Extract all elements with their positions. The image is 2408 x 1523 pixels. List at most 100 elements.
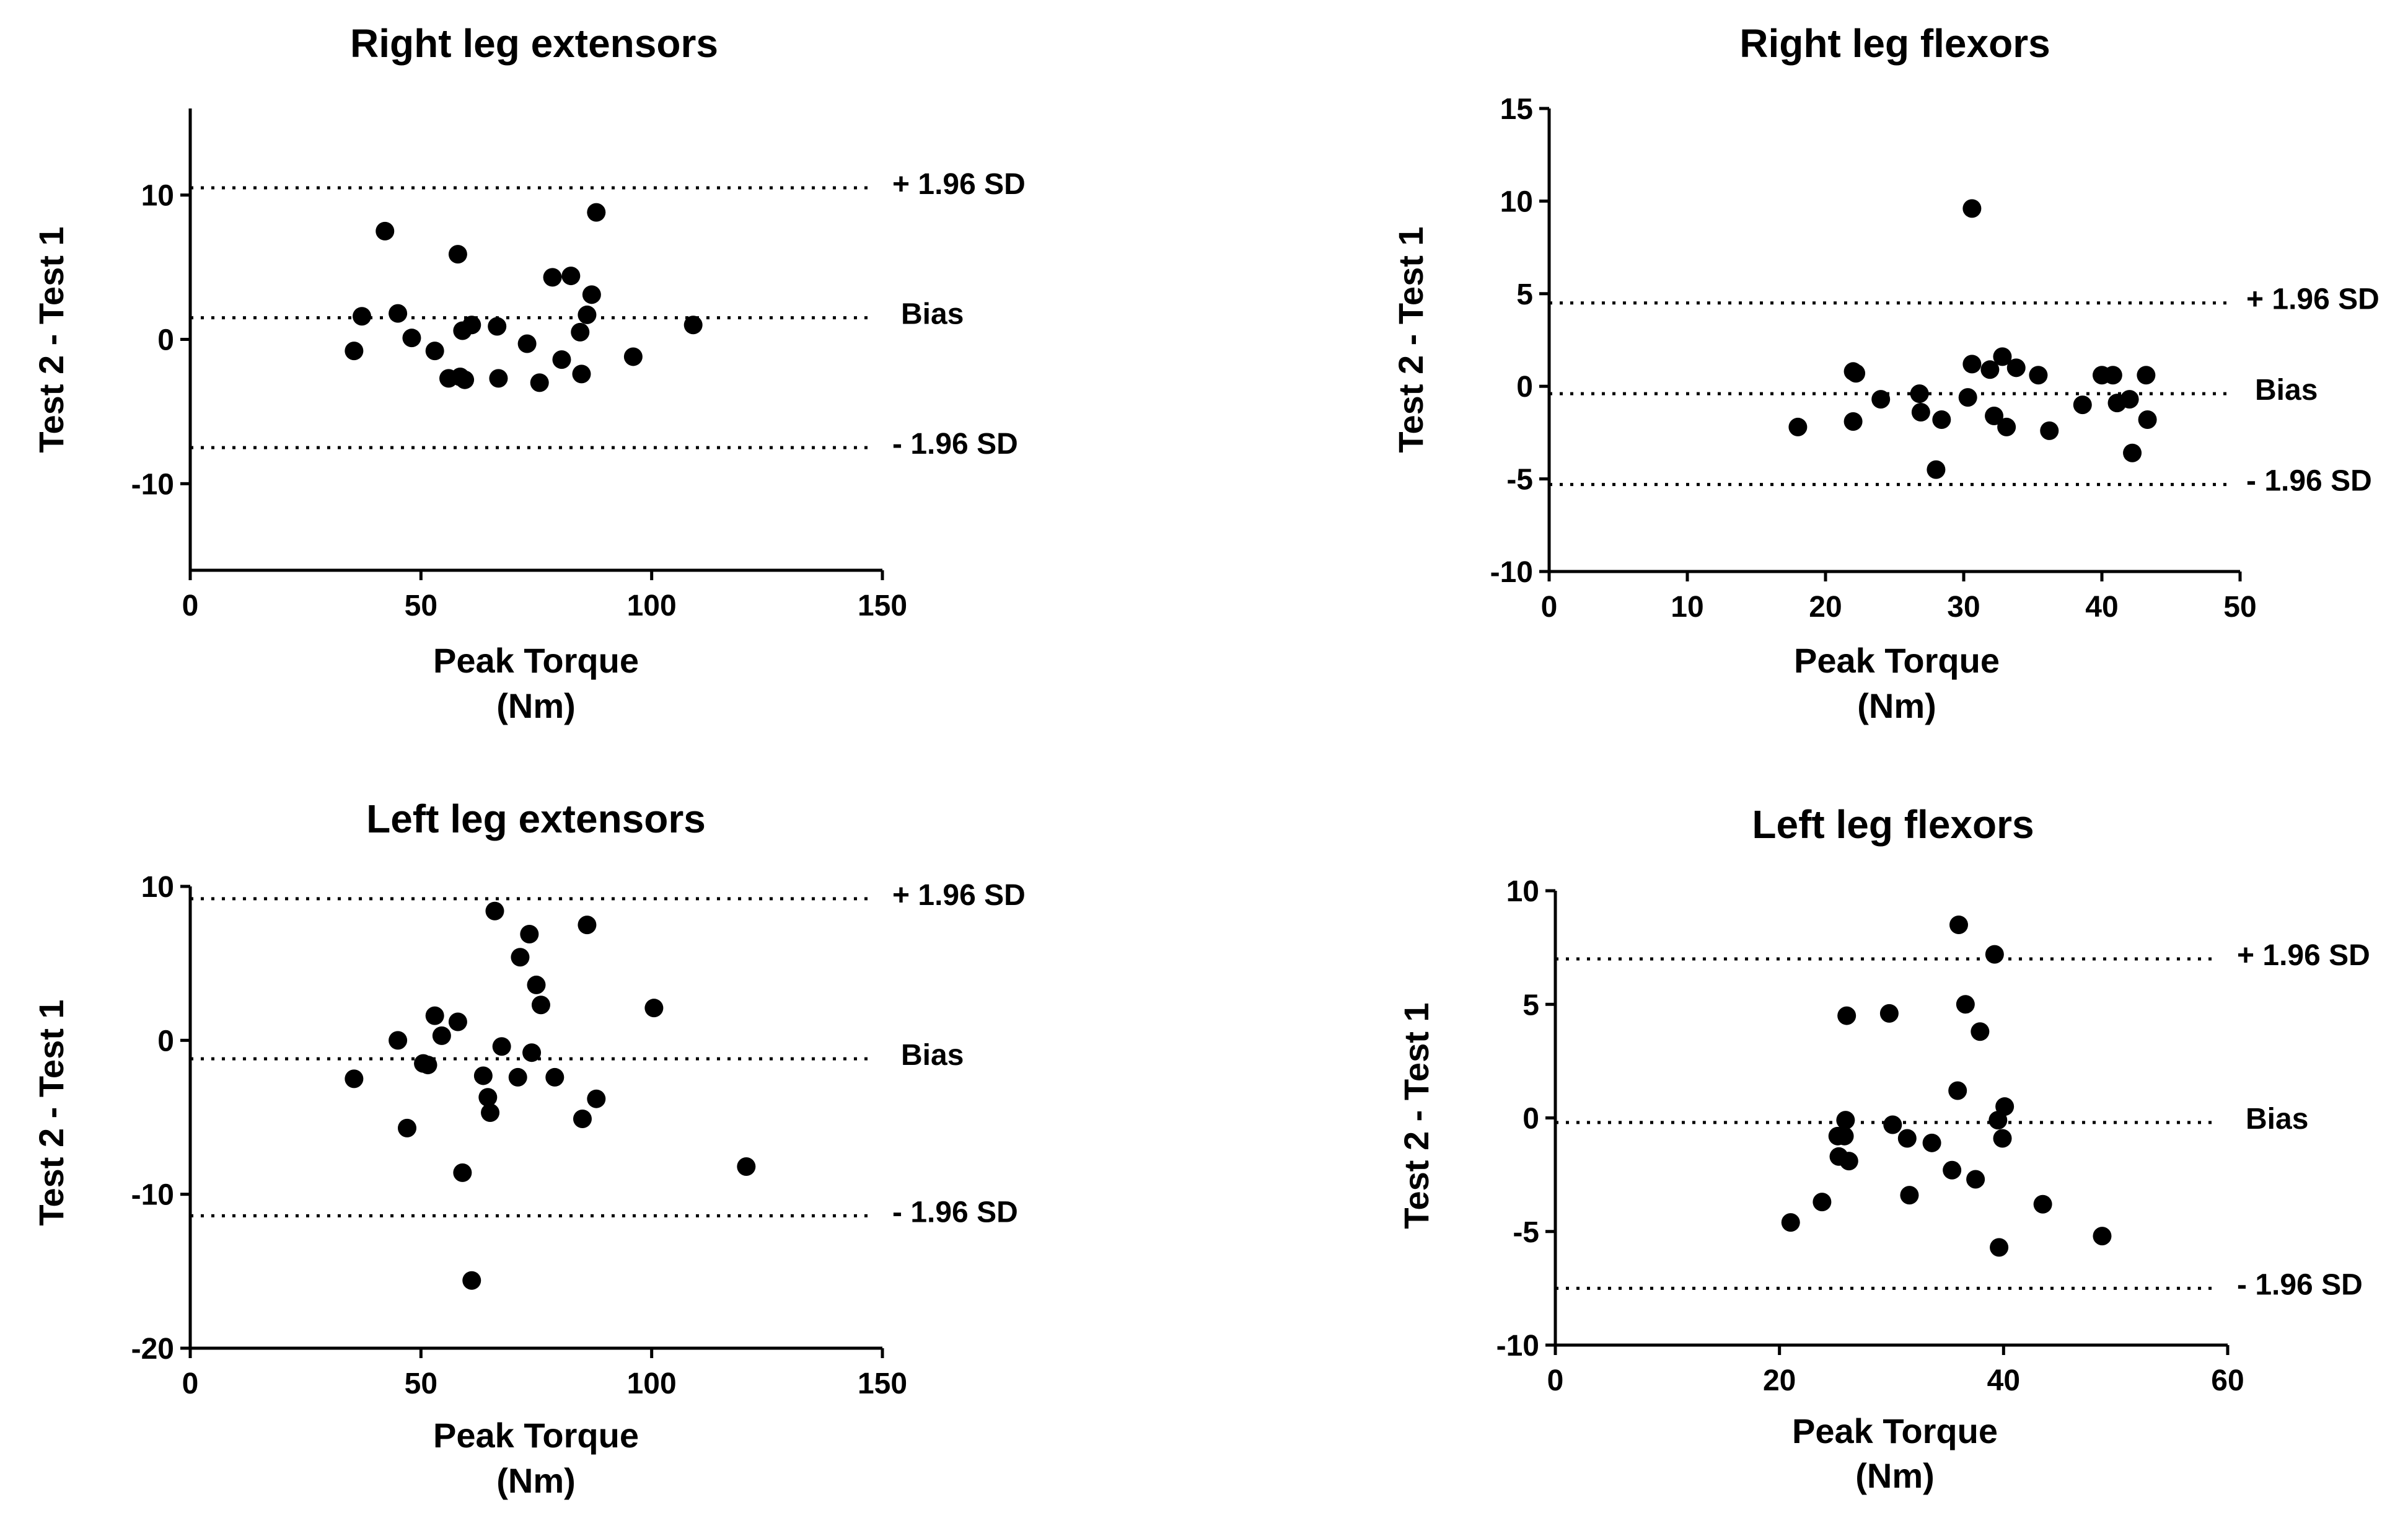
panel-left-leg-extensors: Left leg extensors Test 2 - Test 1 Peak …: [32, 797, 1026, 1500]
panel-left-leg-flexors: Left leg flexors Test 2 - Test 1 Peak To…: [1397, 802, 2370, 1495]
y-tick-label: 0: [1523, 1103, 1539, 1136]
x-axis-label-line-1: Peak Torque: [433, 1416, 639, 1455]
x-tick-label: 100: [627, 1367, 677, 1400]
data-point: [462, 1271, 481, 1290]
x-axis-label-line-1: Peak Torque: [1794, 641, 2000, 680]
data-point: [473, 1066, 493, 1085]
bias-label: Bias: [2246, 1103, 2308, 1136]
data-point: [376, 221, 395, 241]
data-point: [543, 268, 562, 287]
upper-limit-label: + 1.96 SD: [892, 168, 1026, 201]
x-axis-label-line-1: Peak Torque: [433, 641, 639, 680]
data-point: [1948, 1081, 1967, 1100]
data-point: [1949, 915, 1968, 934]
x-tick-label: 0: [182, 1367, 199, 1400]
x-tick-label: 0: [182, 589, 199, 622]
data-point: [571, 322, 590, 342]
data-point: [1966, 1170, 1985, 1189]
data-point: [397, 1118, 416, 1137]
panel-right-leg-flexors: Right leg flexors Test 2 - Test 1 Peak T…: [1391, 21, 2379, 725]
y-tick-label: -10: [1490, 556, 1533, 589]
x-tick-label: 0: [1547, 1364, 1564, 1397]
data-point: [1943, 1160, 1962, 1180]
lower-limit-label: - 1.96 SD: [892, 428, 1018, 461]
x-tick-label: 150: [858, 589, 907, 622]
data-point: [644, 999, 664, 1018]
data-point: [1836, 1111, 1855, 1130]
x-tick-label: 30: [1947, 591, 1980, 624]
data-point: [561, 267, 581, 286]
data-point: [418, 1056, 437, 1075]
data-point: [1788, 417, 1808, 436]
data-point: [737, 1157, 756, 1176]
data-point: [1962, 199, 1982, 218]
y-axis-label: Test 2 - Test 1: [1391, 226, 1430, 452]
data-point: [425, 342, 444, 361]
data-point: [488, 317, 507, 336]
x-tick-label: 50: [2223, 591, 2256, 624]
lower-limit-label: - 1.96 SD: [2237, 1268, 2363, 1301]
panel-title: Right leg flexors: [1739, 21, 2050, 66]
panel-title: Right leg extensors: [350, 21, 718, 66]
y-tick-label: -10: [131, 1179, 174, 1212]
data-point: [1847, 364, 1866, 383]
x-tick-label: 100: [627, 589, 677, 622]
x-axis-label-line-1: Peak Torque: [1792, 1411, 1998, 1450]
bias-label: Bias: [901, 298, 964, 331]
y-tick-label: 10: [141, 871, 174, 904]
data-point: [572, 364, 591, 384]
data-point: [478, 1088, 498, 1107]
data-point: [1837, 1006, 1857, 1025]
data-point: [1927, 460, 1946, 479]
x-axis-label-line-2: (Nm): [1857, 686, 1936, 725]
y-axis-label: Test 2 - Test 1: [32, 999, 71, 1225]
data-point: [1897, 1129, 1917, 1148]
data-point: [508, 1067, 527, 1087]
upper-limit-label: + 1.96 SD: [892, 879, 1026, 912]
data-point: [1835, 1126, 1854, 1146]
y-tick-label: 0: [157, 324, 174, 357]
x-tick-label: 40: [1987, 1364, 2020, 1397]
y-tick-label: 10: [141, 180, 174, 213]
y-tick-label: 5: [1516, 278, 1533, 311]
data-point: [1985, 945, 2004, 964]
y-tick-label: -5: [1513, 1216, 1539, 1249]
data-point: [1962, 355, 1982, 374]
data-point: [545, 1067, 565, 1087]
bias-label: Bias: [2255, 374, 2318, 407]
data-point: [2123, 443, 2142, 462]
x-tick-label: 50: [405, 589, 437, 622]
data-point: [353, 307, 372, 326]
x-tick-label: 60: [2211, 1364, 2244, 1397]
data-point: [573, 1109, 592, 1128]
data-point: [1932, 410, 1951, 429]
y-tick-label: 15: [1500, 93, 1533, 126]
data-point: [1813, 1193, 1832, 1212]
lower-limit-label: - 1.96 SD: [892, 1196, 1018, 1229]
y-axis-label: Test 2 - Test 1: [1397, 1002, 1436, 1229]
y-axis-label: Test 2 - Test 1: [32, 226, 71, 452]
data-point: [1993, 1129, 2012, 1148]
data-point: [1911, 403, 1930, 422]
data-point: [522, 1043, 542, 1062]
data-point: [582, 285, 601, 304]
data-point: [489, 369, 508, 388]
panel-right-leg-extensors: Right leg extensors Test 2 - Test 1 Peak…: [32, 21, 1026, 725]
data-point: [2138, 410, 2157, 429]
data-point: [1900, 1186, 1919, 1205]
data-point: [1980, 360, 2000, 379]
data-point: [481, 1103, 500, 1123]
lower-limit-label: - 1.96 SD: [2246, 465, 2372, 498]
data-point: [623, 347, 643, 366]
data-point: [432, 1026, 451, 1045]
data-point: [1839, 1152, 1858, 1171]
upper-limit-label: + 1.96 SD: [2246, 283, 2379, 316]
data-point: [2137, 366, 2156, 385]
data-point: [527, 975, 546, 994]
data-point: [578, 916, 597, 935]
y-tick-label: -5: [1506, 464, 1533, 497]
data-point: [2040, 421, 2059, 440]
data-point: [1879, 1004, 1899, 1023]
data-point: [2006, 358, 2026, 377]
